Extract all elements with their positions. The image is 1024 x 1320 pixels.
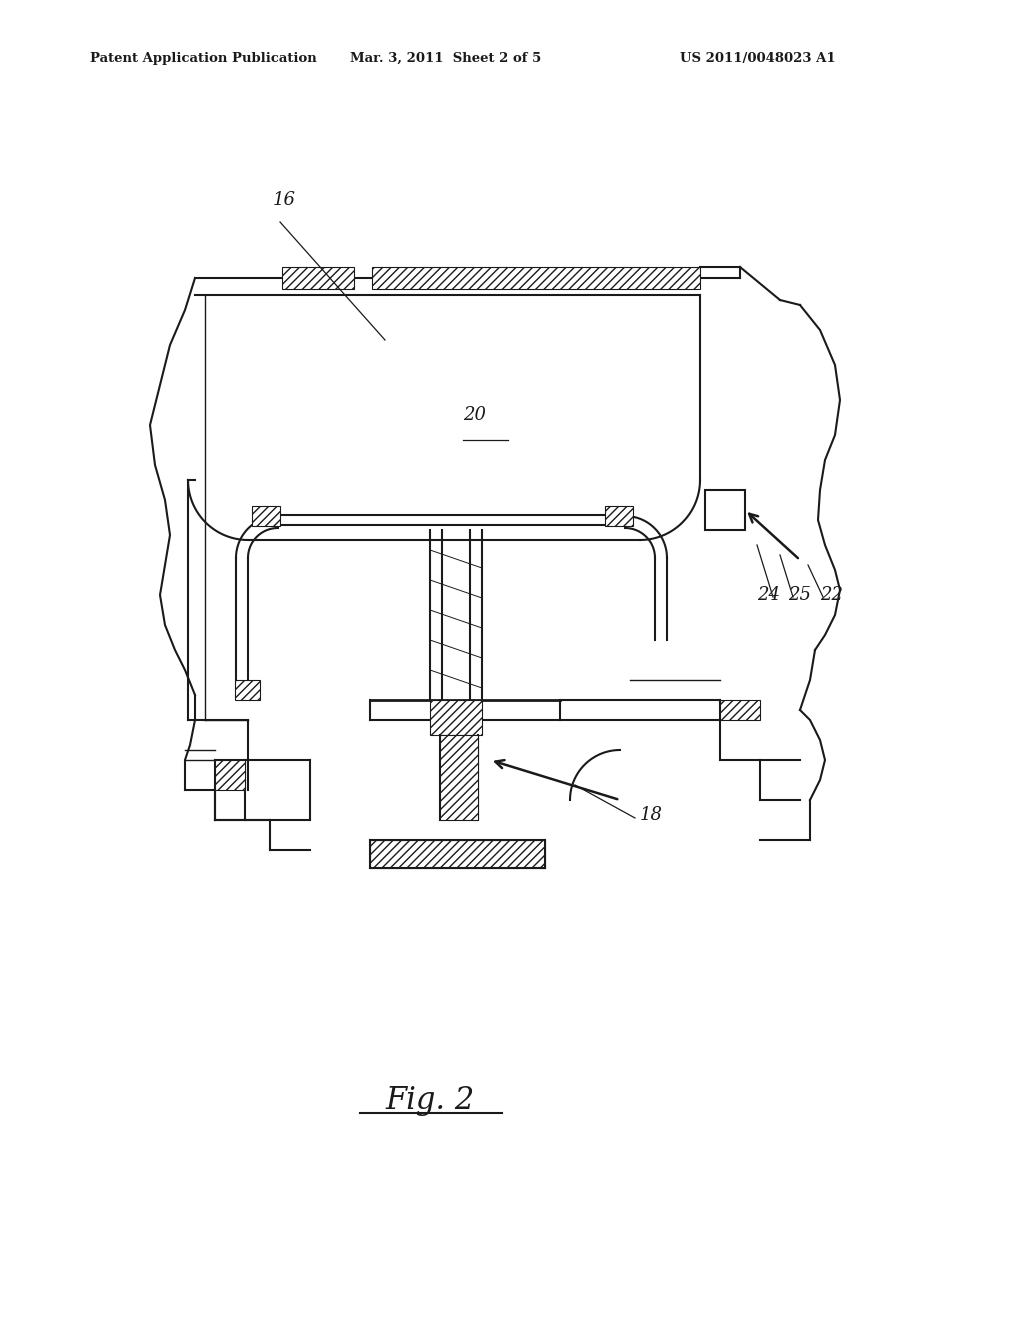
Bar — [370, 840, 545, 869]
Bar — [372, 267, 700, 289]
Text: 22: 22 — [820, 586, 843, 605]
Text: 25: 25 — [788, 586, 811, 605]
Text: 20: 20 — [463, 407, 486, 424]
Text: 16: 16 — [273, 191, 296, 209]
Text: 18: 18 — [640, 807, 663, 824]
Bar — [215, 760, 245, 789]
Bar — [234, 680, 260, 700]
Bar — [430, 700, 482, 735]
Bar — [605, 506, 633, 525]
Text: Patent Application Publication: Patent Application Publication — [90, 51, 316, 65]
Bar — [720, 700, 760, 719]
Bar — [252, 506, 280, 525]
Bar — [282, 267, 354, 289]
Text: Mar. 3, 2011  Sheet 2 of 5: Mar. 3, 2011 Sheet 2 of 5 — [350, 51, 542, 65]
Text: US 2011/0048023 A1: US 2011/0048023 A1 — [680, 51, 836, 65]
Bar — [440, 735, 478, 820]
Text: Fig. 2: Fig. 2 — [385, 1085, 475, 1115]
Text: 24: 24 — [757, 586, 780, 605]
Bar — [705, 490, 745, 531]
